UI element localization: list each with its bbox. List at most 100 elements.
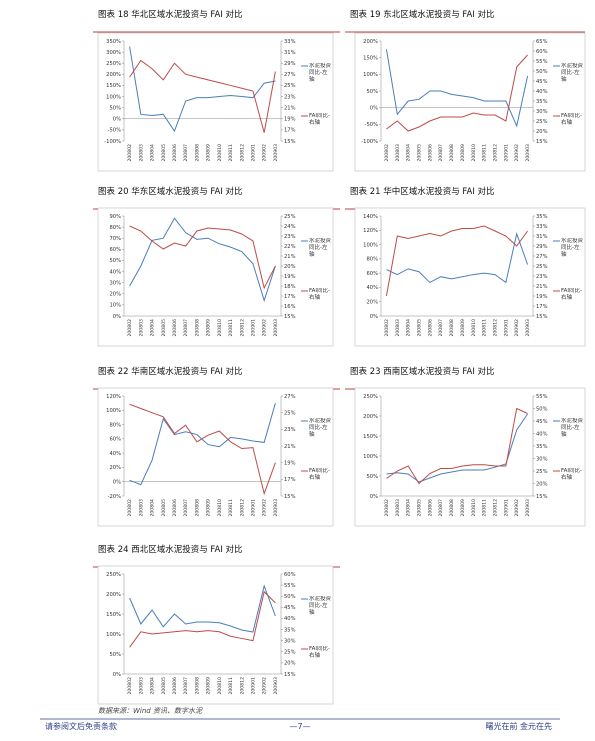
x-tick-label: 200812 — [493, 499, 499, 517]
x-tick-label: 200803 — [138, 144, 144, 162]
x-tick-label: 200804 — [150, 499, 156, 517]
y2-tick-label: 40% — [536, 89, 548, 95]
legend-label: 水泥投资同比-左轴 — [561, 418, 583, 438]
x-tick-label: 200804 — [150, 319, 156, 337]
y-tick-label: 60% — [109, 437, 121, 443]
y2-tick-label: 17% — [284, 294, 296, 300]
y2-tick-label: 21% — [284, 254, 296, 260]
legend-item: FAI同比-右轴 — [561, 288, 582, 301]
y2-tick-label: 20% — [284, 661, 296, 667]
x-tick-label: 200811 — [482, 319, 488, 337]
y-tick-label: 80% — [109, 422, 121, 428]
y-tick-label: 150% — [106, 83, 121, 89]
y-tick-label: 0% — [113, 314, 121, 320]
legend-item: 水泥投资同比-左轴 — [309, 238, 331, 258]
y-tick-label: 0% — [113, 672, 121, 678]
x-tick-label: 200803 — [138, 319, 144, 337]
x-tick-label: 200812 — [493, 144, 499, 162]
y2-tick-label: 27% — [284, 72, 296, 78]
y2-tick-label: 21% — [284, 105, 296, 111]
x-tick-label: 200808 — [449, 499, 455, 517]
page-number: —7— — [289, 722, 310, 731]
y2-tick-label: 23% — [284, 427, 296, 433]
series-line — [129, 59, 276, 133]
y2-tick-label: 25% — [284, 214, 296, 220]
legend-label: FAI同比-右轴 — [309, 468, 331, 481]
legend-label: 水泥投资同比-左轴 — [561, 238, 583, 258]
y-tick-label: 100% — [106, 408, 121, 414]
x-tick-label: 200807 — [183, 677, 189, 695]
y-tick-label: 60% — [109, 247, 121, 253]
series-line — [386, 413, 528, 483]
x-tick-label: 200811 — [228, 319, 234, 337]
y-tick-label: 200% — [106, 592, 121, 598]
y2-tick-label: 55% — [284, 583, 296, 589]
x-tick-label: 200901 — [250, 499, 256, 517]
y2-tick-label: 23% — [284, 94, 296, 100]
y2-tick-label: 25% — [536, 469, 548, 475]
x-tick-label: 200903 — [525, 499, 531, 517]
x-tick-label: 200903 — [273, 499, 279, 517]
chart-frame — [97, 565, 334, 705]
y2-tick-label: 15% — [284, 314, 296, 320]
x-tick-label: 200901 — [503, 499, 509, 517]
y-tick-label: 20% — [109, 292, 121, 298]
y2-tick-label: 20% — [284, 264, 296, 270]
x-tick-label: 200902 — [514, 144, 520, 162]
x-tick-label: 200901 — [503, 144, 509, 162]
y2-tick-label: 17% — [536, 304, 548, 310]
y2-tick-label: 25% — [284, 650, 296, 656]
x-tick-label: 200808 — [194, 499, 200, 517]
y2-tick-label: 15% — [284, 494, 296, 500]
legend-label: FAI同比-右轴 — [561, 113, 583, 126]
x-tick-label: 200805 — [417, 499, 423, 517]
x-tick-label: 200809 — [206, 144, 212, 162]
legend-item: FAI同比-右轴 — [309, 288, 330, 301]
x-tick-label: 200901 — [250, 144, 256, 162]
legend-item: FAI同比-右轴 — [561, 468, 582, 481]
series-line — [129, 46, 276, 133]
y2-tick-label: 35% — [536, 99, 548, 105]
chart-frame — [97, 32, 334, 172]
x-tick-label: 200812 — [239, 677, 245, 695]
y2-tick-label: 25% — [536, 264, 548, 270]
footer-right: 曙光在前 金元在先 — [485, 721, 552, 731]
x-tick-label: 200804 — [150, 677, 156, 695]
chart-frame — [97, 387, 334, 527]
series-line — [386, 232, 529, 284]
x-tick-label: 200807 — [438, 319, 444, 337]
chart-frame — [354, 387, 586, 527]
y2-tick-label: 17% — [284, 477, 296, 483]
y2-tick-label: 50% — [284, 594, 296, 600]
y2-tick-label: 30% — [536, 456, 548, 462]
series-line — [129, 590, 276, 648]
y-tick-label: 20% — [366, 300, 378, 306]
legend-item: 水泥投资同比-左轴 — [561, 418, 583, 438]
y-tick-label: -20% — [108, 494, 121, 500]
x-tick-label: 200805 — [161, 499, 167, 517]
y2-tick-label: 65% — [536, 39, 548, 45]
x-tick-label: 200903 — [525, 144, 531, 162]
x-tick-label: 200806 — [427, 319, 433, 337]
legend-item: 水泥投资同比-左轴 — [561, 63, 583, 83]
x-tick-label: 200803 — [138, 499, 144, 517]
y2-tick-label: 27% — [536, 254, 548, 260]
x-tick-label: 200808 — [194, 319, 200, 337]
x-tick-label: 200806 — [172, 499, 178, 517]
y-tick-label: 100% — [363, 242, 378, 248]
y-tick-label: 30% — [109, 280, 121, 286]
y2-tick-label: 30% — [284, 638, 296, 644]
x-tick-label: 200807 — [438, 499, 444, 517]
x-tick-label: 200807 — [183, 144, 189, 162]
x-tick-label: 200903 — [273, 319, 279, 337]
y2-tick-label: 20% — [536, 129, 548, 135]
x-tick-label: 200804 — [150, 144, 156, 162]
y2-tick-label: 19% — [284, 117, 296, 123]
y-tick-label: 0% — [113, 480, 121, 486]
y-tick-label: 200% — [363, 39, 378, 45]
x-tick-label: 200902 — [262, 144, 268, 162]
y-tick-label: 150% — [106, 612, 121, 618]
x-tick-label: 200807 — [183, 499, 189, 517]
y2-tick-label: 19% — [284, 274, 296, 280]
